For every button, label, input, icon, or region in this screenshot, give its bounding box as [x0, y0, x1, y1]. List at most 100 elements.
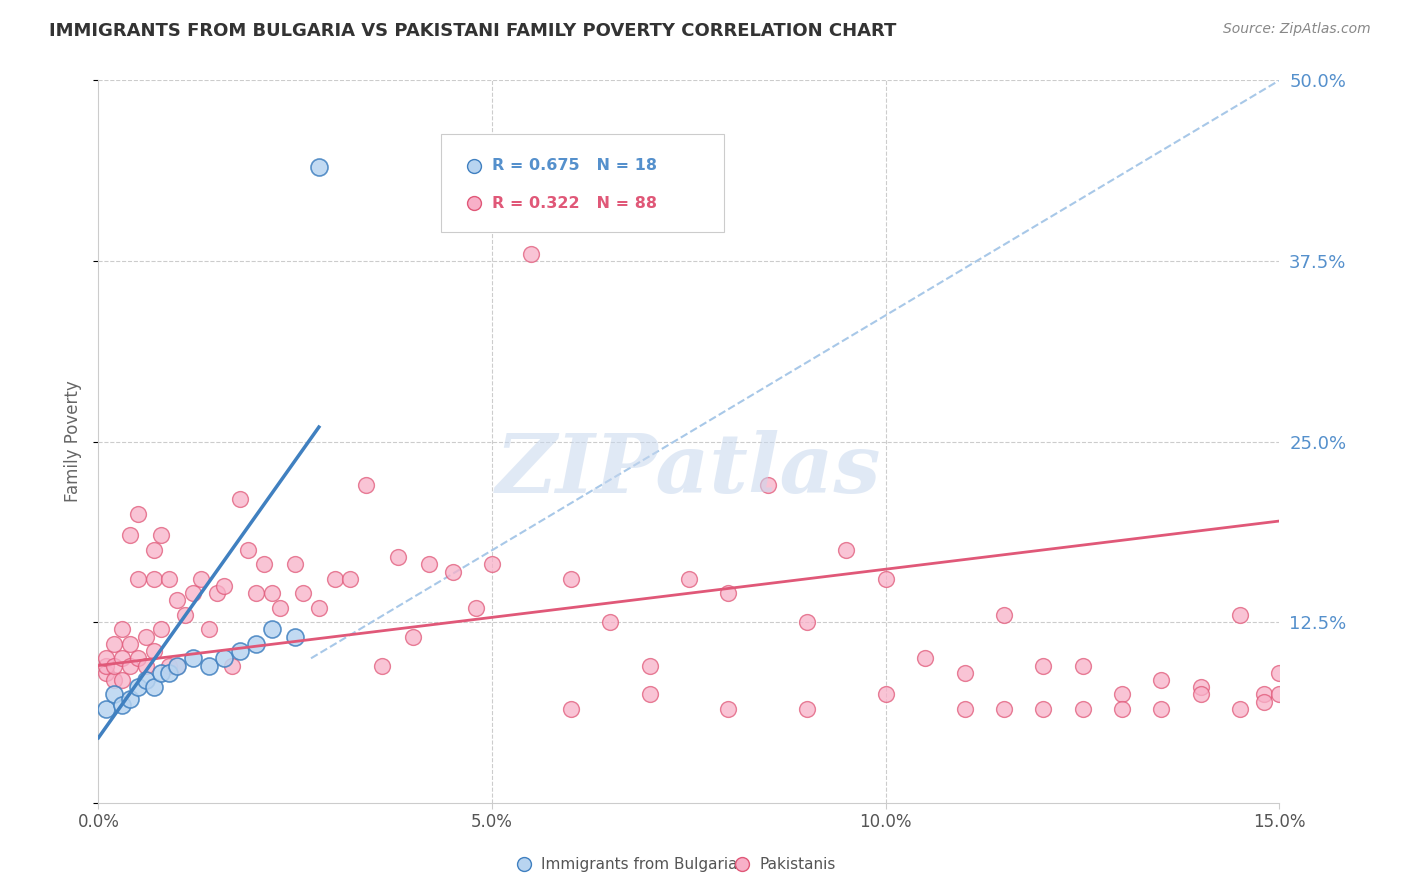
Point — [1189, 687, 1212, 701]
Point — [835, 542, 858, 557]
Point — [214, 579, 236, 593]
Point — [1150, 702, 1173, 716]
Point — [150, 528, 173, 542]
Point — [142, 572, 165, 586]
Point — [371, 658, 394, 673]
Point — [599, 615, 621, 630]
Point — [269, 600, 291, 615]
Point — [245, 586, 267, 600]
Point — [560, 702, 582, 716]
Point — [118, 528, 141, 542]
Point — [1268, 665, 1291, 680]
Point — [127, 507, 149, 521]
Point — [756, 478, 779, 492]
Point — [953, 702, 976, 716]
Point — [127, 572, 149, 586]
Point — [166, 593, 188, 607]
Point — [166, 658, 188, 673]
Point — [308, 600, 330, 615]
Point — [441, 565, 464, 579]
Point — [1111, 702, 1133, 716]
Point — [1071, 702, 1094, 716]
Point — [260, 586, 283, 600]
Point — [796, 615, 818, 630]
Point — [638, 658, 661, 673]
Point — [118, 691, 141, 706]
Point — [292, 586, 315, 600]
Point — [1268, 687, 1291, 701]
Point — [1253, 687, 1275, 701]
Text: R = 0.322   N = 88: R = 0.322 N = 88 — [492, 195, 657, 211]
FancyBboxPatch shape — [441, 135, 724, 232]
Point — [157, 658, 180, 673]
Point — [354, 478, 377, 492]
Point — [678, 572, 700, 586]
Point — [197, 623, 219, 637]
Point — [229, 492, 252, 507]
Point — [402, 630, 425, 644]
Point — [418, 558, 440, 572]
Point — [1032, 658, 1054, 673]
Point — [135, 630, 157, 644]
Point — [796, 702, 818, 716]
Text: Source: ZipAtlas.com: Source: ZipAtlas.com — [1223, 22, 1371, 37]
Point — [875, 687, 897, 701]
Point — [181, 586, 204, 600]
Point — [284, 558, 307, 572]
Point — [157, 572, 180, 586]
Point — [914, 651, 936, 665]
Point — [181, 651, 204, 665]
Point — [150, 623, 173, 637]
Point — [127, 680, 149, 694]
Point — [520, 246, 543, 260]
Point — [197, 658, 219, 673]
Point — [717, 586, 740, 600]
Point — [142, 542, 165, 557]
Point — [103, 637, 125, 651]
Text: Immigrants from Bulgaria: Immigrants from Bulgaria — [541, 856, 738, 871]
Point — [953, 665, 976, 680]
Point — [111, 698, 134, 712]
Point — [229, 644, 252, 658]
Point — [103, 658, 125, 673]
Point — [339, 572, 361, 586]
Point — [993, 607, 1015, 622]
Point — [174, 607, 197, 622]
Point — [993, 702, 1015, 716]
Text: ZIPatlas: ZIPatlas — [496, 431, 882, 510]
Point — [96, 702, 118, 716]
Point — [236, 542, 259, 557]
Point — [135, 673, 157, 687]
Point — [150, 665, 173, 680]
Point — [166, 658, 188, 673]
Text: Pakistanis: Pakistanis — [759, 856, 837, 871]
Point — [103, 673, 125, 687]
Point — [1189, 680, 1212, 694]
Point — [142, 680, 165, 694]
Point — [638, 687, 661, 701]
Point — [1032, 702, 1054, 716]
Point — [323, 572, 346, 586]
Point — [560, 572, 582, 586]
Point — [111, 623, 134, 637]
Point — [96, 665, 118, 680]
Point — [118, 658, 141, 673]
Point — [214, 651, 236, 665]
Point — [245, 637, 267, 651]
Point — [1071, 658, 1094, 673]
Point — [103, 687, 125, 701]
Point — [111, 651, 134, 665]
Point — [135, 658, 157, 673]
Point — [157, 665, 180, 680]
Point — [481, 558, 503, 572]
Text: IMMIGRANTS FROM BULGARIA VS PAKISTANI FAMILY POVERTY CORRELATION CHART: IMMIGRANTS FROM BULGARIA VS PAKISTANI FA… — [49, 22, 897, 40]
Point — [111, 673, 134, 687]
Point — [205, 586, 228, 600]
Point — [118, 637, 141, 651]
Point — [284, 630, 307, 644]
Point — [260, 623, 283, 637]
Point — [717, 702, 740, 716]
Point — [1253, 695, 1275, 709]
Point — [875, 572, 897, 586]
Point — [1150, 673, 1173, 687]
